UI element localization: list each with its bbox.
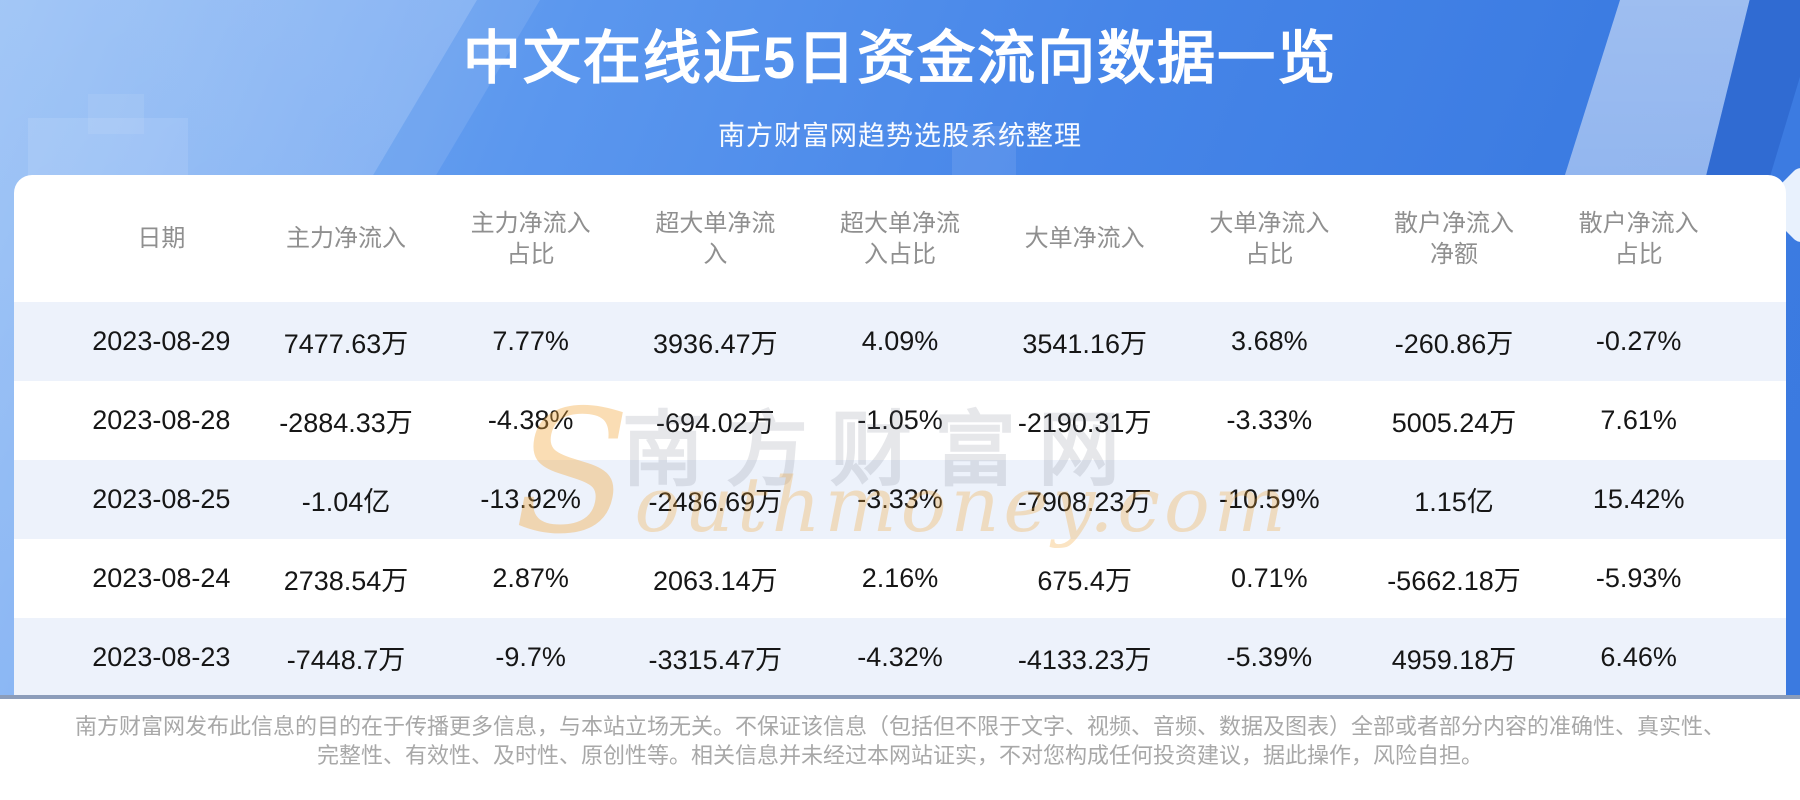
table-body: 2023-08-29 7477.63万 7.77% 3936.47万 4.09% 3541… <box>14 302 1786 697</box>
table-cell: -5.39% <box>1226 642 1313 672</box>
table-cell: 0.71% <box>1231 563 1308 593</box>
table-cell: 2023-08-25 <box>92 484 231 514</box>
table-cell: 2063.14万 <box>653 566 778 596</box>
table-cell: -4.38% <box>487 405 574 435</box>
column-header: 散户净流入 占比 <box>1578 209 1699 268</box>
disclaimer-line2: 完整性、有效性、及时性、原创性等。相关信息并未经过本网站证实，不对您构成任何投资… <box>316 743 1483 768</box>
table-cell: -4.32% <box>857 642 943 672</box>
table-cell: 6.46% <box>1600 642 1677 672</box>
table-cell: -694.02万 <box>656 408 775 438</box>
table-cell: 3.68% <box>1231 326 1308 356</box>
table-cell: 7.77% <box>492 326 569 356</box>
table-cell: 2023-08-29 <box>92 326 231 356</box>
disclaimer-line1: 南方财富网发布此信息的目的在于传播更多信息，与本站立场无关。不保证该信息（包括但… <box>74 714 1725 739</box>
table-cell: -0.27% <box>1595 326 1682 356</box>
table-cell: -3315.47万 <box>648 645 783 675</box>
table-cell: -1.04亿 <box>301 487 391 517</box>
table-row: 2023-08-28 -2884.33万 -4.38% -694.02万 -1.05% -… <box>14 381 1786 460</box>
table-cell: -10.59% <box>1219 484 1320 514</box>
table-cell: 15.42% <box>1592 484 1685 514</box>
column-header: 超大单净流 入 <box>655 209 776 268</box>
table-cell: -2486.69万 <box>648 487 783 517</box>
table-cell: -13.92% <box>480 484 581 514</box>
column-header: 大单净流入 <box>1024 225 1145 252</box>
column-header: 超大单净流 入占比 <box>839 209 960 268</box>
table-cell: 5005.24万 <box>1391 408 1517 438</box>
table-row: 2023-08-25 -1.04亿 -13.92% -2486.69万 -3.33% -7… <box>14 460 1786 539</box>
table-cell: -5.93% <box>1595 563 1682 593</box>
column-header: 主力净流入 占比 <box>470 209 591 268</box>
table-cell: -3.33% <box>857 484 943 514</box>
fund-flow-table-card: 日期 主力净流入 主力净流入 占比 超大单净流 入 超大单净流 入占比 大单净流入 大单净流… <box>14 175 1786 697</box>
bg-building-silhouette <box>88 94 144 134</box>
table-cell: -2884.33万 <box>279 408 413 438</box>
column-header: 散户净流入 净额 <box>1393 209 1514 268</box>
table-cell: -3.33% <box>1226 405 1313 435</box>
hero-header: 中文在线近5日资金流向数据一览 南方财富网趋势选股系统整理 <box>0 0 1800 153</box>
table-cell: 2023-08-28 <box>92 405 231 435</box>
table-cell: 2023-08-24 <box>92 563 231 593</box>
disclaimer: 南方财富网发布此信息的目的在于传播更多信息，与本站立场无关。不保证该信息（包括但… <box>0 712 1800 770</box>
table-cell: 4.09% <box>861 326 939 356</box>
table-cell: -5662.18万 <box>1387 566 1521 596</box>
table-cell: 2023-08-23 <box>92 642 231 672</box>
table-row: 2023-08-24 2738.54万 2.87% 2063.14万 2.16% 675.… <box>14 539 1786 618</box>
table-cell: -260.86万 <box>1394 329 1514 359</box>
table-cell: 675.4万 <box>1037 566 1132 596</box>
table-cell: 1.15亿 <box>1414 487 1494 517</box>
page-title: 中文在线近5日资金流向数据一览 <box>462 26 1338 91</box>
table-cell: -1.05% <box>857 405 943 435</box>
table-row: 2023-08-23 -7448.7万 -9.7% -3315.47万 -4.32% -4… <box>14 618 1786 697</box>
table-cell: -4133.23万 <box>1017 645 1152 675</box>
table-cell: 4959.18万 <box>1391 645 1517 675</box>
divider-line <box>0 695 1800 699</box>
column-header: 日期 <box>137 225 186 252</box>
column-header: 大单净流入 占比 <box>1209 209 1330 268</box>
page-subtitle: 南方财富网趋势选股系统整理 <box>718 121 1082 151</box>
table-row: 2023-08-29 7477.63万 7.77% 3936.47万 4.09% 3541… <box>14 302 1786 381</box>
table-header-row: 日期 主力净流入 主力净流入 占比 超大单净流 入 超大单净流 入占比 大单净流入 大单净流… <box>14 175 1786 302</box>
table-cell: 2738.54万 <box>283 566 409 596</box>
column-header: 主力净流入 <box>285 225 406 252</box>
table-cell: 7477.63万 <box>283 329 409 359</box>
table-cell: -7448.7万 <box>286 645 406 675</box>
table-cell: -9.7% <box>495 642 566 672</box>
table-cell: 3936.47万 <box>653 329 778 359</box>
table-cell: 2.87% <box>492 563 569 593</box>
table-cell: 2.16% <box>861 563 939 593</box>
table-cell: 3541.16万 <box>1022 329 1147 359</box>
table-cell: -2190.31万 <box>1017 408 1152 438</box>
table-cell: -7908.23万 <box>1017 487 1152 517</box>
table-cell: 7.61% <box>1600 405 1677 435</box>
